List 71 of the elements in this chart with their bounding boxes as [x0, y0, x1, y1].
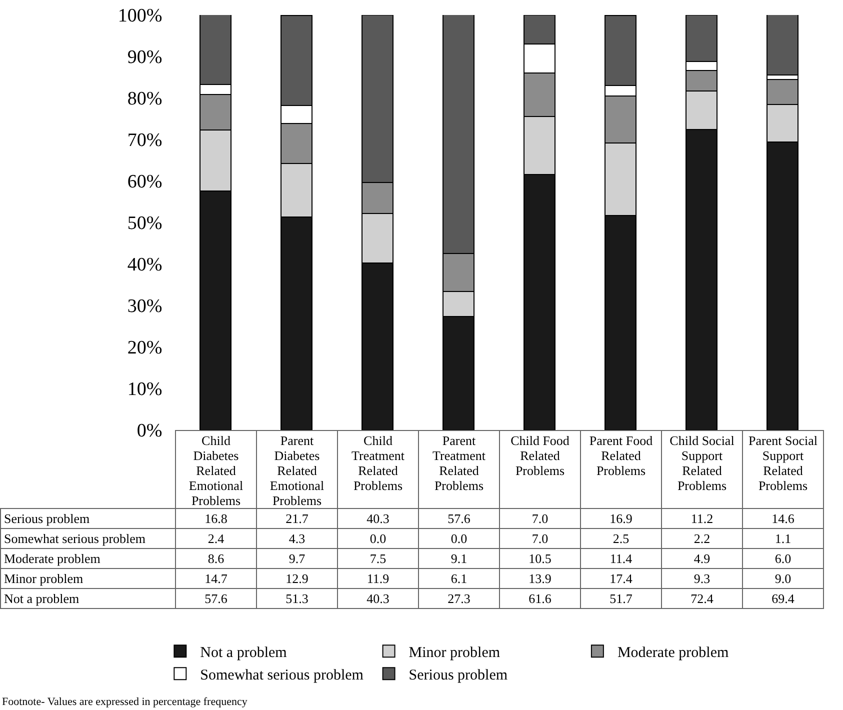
- x-tick-label: Child Social Support Related Problems: [662, 430, 742, 508]
- data-label: 6.0: [742, 548, 824, 568]
- data-label: 7.0: [500, 528, 580, 548]
- data-label: 69.4: [742, 588, 824, 608]
- data-label: 13.9: [500, 568, 580, 588]
- data-label: 7.0: [500, 508, 580, 528]
- data-label: 57.6: [418, 508, 500, 528]
- data-label: 2.2: [662, 528, 742, 548]
- data-label: 8.6: [176, 548, 256, 568]
- y-tick-label: 90%: [127, 47, 162, 68]
- data-label: 14.7: [176, 568, 256, 588]
- legend-label: Somewhat serious problem: [200, 668, 364, 684]
- y-tick-label: 0%: [136, 420, 162, 442]
- data-label: 51.7: [580, 588, 662, 608]
- bar: [766, 15, 798, 76]
- y-tick-label: 40%: [127, 254, 162, 276]
- data-label: 4.9: [662, 548, 742, 568]
- x-tick-label: Parent Food Related Problems: [580, 430, 662, 508]
- data-label: 40.3: [338, 508, 418, 528]
- data-label: 57.6: [176, 588, 256, 608]
- x-tick-label: Child Treatment Related Problems: [338, 430, 418, 508]
- data-label: 9.1: [418, 548, 500, 568]
- data-label: 16.9: [580, 508, 662, 528]
- data-label: 9.3: [662, 568, 742, 588]
- legend-label: Not a problem: [200, 645, 288, 661]
- y-tick-label: 30%: [127, 296, 162, 318]
- data-label: 17.4: [580, 568, 662, 588]
- data-label: 14.6: [742, 508, 824, 528]
- data-label: 40.3: [338, 588, 418, 608]
- data-label: 51.3: [256, 588, 338, 608]
- x-tick-label: Parent Social Support Related Problems: [742, 430, 824, 508]
- data-label: 6.1: [418, 568, 500, 588]
- data-label: 7.5: [338, 548, 418, 568]
- x-tick-label: Child Food Related Problems: [500, 430, 580, 508]
- text: Footnote- Values are expressed in percentage frequency: [2, 696, 248, 708]
- data-label: 10.5: [500, 548, 580, 568]
- text: Not a problem: [4, 590, 80, 606]
- data-label: 2.5: [580, 528, 662, 548]
- data-label: 11.4: [580, 548, 662, 568]
- data-label: 11.9: [338, 568, 418, 588]
- data-label: 61.6: [500, 588, 580, 608]
- data-label: 16.8: [176, 508, 256, 528]
- x-tick-label: Parent Diabetes Related Emotional Problems: [256, 430, 338, 508]
- data-label: 21.7: [256, 508, 338, 528]
- data-label: 12.9: [256, 568, 338, 588]
- data-label: 2.4: [176, 528, 256, 548]
- data-label: 4.3: [256, 528, 338, 548]
- text: Somewhat serious problem: [4, 530, 146, 546]
- legend-label: Moderate problem: [617, 645, 729, 661]
- text: Minor problem: [4, 570, 84, 586]
- data-label: 0.0: [418, 528, 500, 548]
- y-tick-label: 10%: [127, 379, 162, 400]
- data-label: 1.1: [742, 528, 824, 548]
- data-label: 9.7: [256, 548, 338, 568]
- y-tick-label: 100%: [118, 6, 162, 27]
- y-tick-label: 60%: [127, 172, 162, 193]
- y-tick-label: 50%: [127, 213, 162, 234]
- legend-label: Minor problem: [408, 645, 500, 661]
- text: Serious problem: [4, 510, 90, 526]
- text: Moderate problem: [4, 550, 100, 566]
- data-label: 11.2: [662, 508, 742, 528]
- data-label: 72.4: [662, 588, 742, 608]
- y-tick-label: 20%: [127, 338, 162, 359]
- legend-label: Serious problem: [408, 668, 508, 684]
- data-label: 9.0: [742, 568, 824, 588]
- y-tick-label: 70%: [127, 130, 162, 152]
- x-tick-label: Parent Treatment Related Problems: [418, 430, 500, 508]
- x-tick-label: Child Diabetes Related Emotional Problems: [176, 430, 256, 508]
- data-label: 0.0: [338, 528, 418, 548]
- data-label: 27.3: [418, 588, 500, 608]
- y-tick-label: 80%: [127, 88, 162, 110]
